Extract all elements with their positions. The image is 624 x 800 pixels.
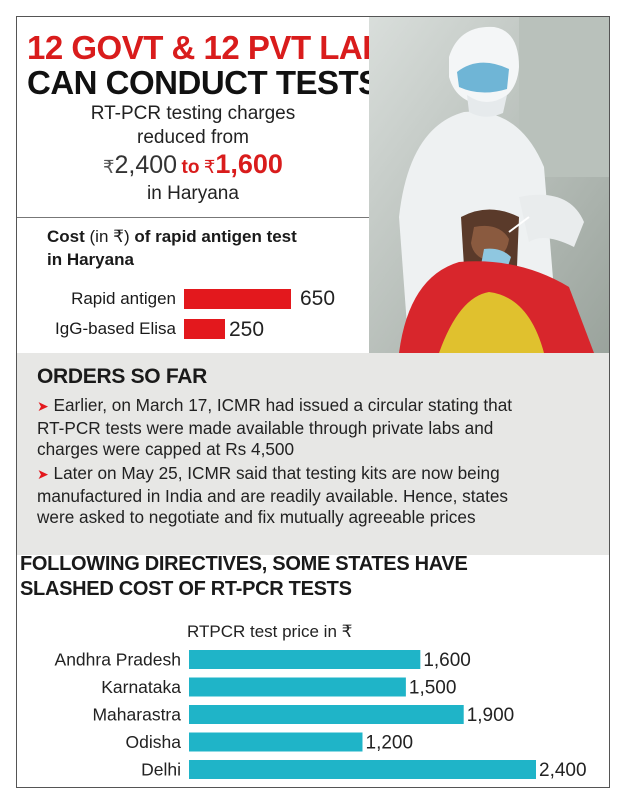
price-change: ₹2,400 to ₹1,600 bbox=[17, 149, 369, 180]
infographic-frame: 12 GOVT & 12 PVT LABS CAN CONDUCT TESTS … bbox=[16, 16, 610, 788]
top-section: 12 GOVT & 12 PVT LABS CAN CONDUCT TESTS … bbox=[17, 17, 609, 353]
section-divider bbox=[17, 217, 369, 218]
bullet-may-line3: were asked to negotiate and fix mutually… bbox=[37, 507, 476, 527]
bullet-may: ➤ Later on May 25, ICMR said that testin… bbox=[37, 463, 597, 529]
bullet-may-line1: Later on May 25, ICMR said that testing … bbox=[53, 463, 500, 483]
photo-illustration bbox=[369, 17, 609, 353]
states-title-line2: SLASHED COST OF RT-PCR TESTS bbox=[20, 578, 352, 600]
subhead-line4: in Haryana bbox=[147, 183, 239, 204]
antigen-label: Rapid antigen bbox=[71, 289, 176, 308]
rupee-symbol: ₹ bbox=[103, 157, 115, 177]
antigen-title-bold: Cost bbox=[47, 227, 85, 246]
antigen-title-unit: (in ₹) bbox=[89, 227, 130, 246]
antigen-value: 650 bbox=[300, 287, 336, 310]
health-worker-photo bbox=[369, 17, 609, 353]
old-price: 2,400 bbox=[114, 151, 178, 179]
headline-line2: CAN CONDUCT TESTS bbox=[27, 64, 380, 101]
orders-panel: ORDERS SO FAR ➤ Earlier, on March 17, IC… bbox=[17, 353, 609, 555]
bullet-may-line2: manufactured in India and are readily av… bbox=[37, 485, 509, 506]
elisa-bar bbox=[184, 319, 225, 339]
subhead-line1: RT-PCR testing charges bbox=[90, 103, 296, 124]
antigen-bar bbox=[184, 289, 291, 309]
antigen-title: Cost (in ₹) of rapid antigen test in Har… bbox=[47, 225, 367, 271]
elisa-value: 250 bbox=[229, 318, 265, 341]
states-title-line1: FOLLOWING DIRECTIVES, SOME STATES HAVE bbox=[20, 553, 468, 575]
antigen-title-line2: in Haryana bbox=[47, 250, 134, 269]
antigen-title-rest: of rapid antigen test bbox=[134, 227, 297, 246]
headline-line1: 12 GOVT & 12 PVT LABS bbox=[27, 29, 408, 66]
elisa-label: IgG-based Elisa bbox=[55, 319, 176, 338]
states-title: FOLLOWING DIRECTIVES, SOME STATES HAVE S… bbox=[20, 552, 468, 602]
rupee-symbol: ₹ bbox=[203, 157, 216, 177]
new-price: 1,600 bbox=[215, 149, 283, 179]
bullet-march: ➤ Earlier, on March 17, ICMR had issued … bbox=[37, 395, 597, 461]
bullet-arrow-icon: ➤ bbox=[37, 398, 49, 414]
orders-title: ORDERS SO FAR bbox=[37, 365, 207, 388]
bullet-march-line3: charges were capped at Rs 4,500 bbox=[37, 439, 295, 459]
bullet-arrow-icon: ➤ bbox=[37, 466, 49, 482]
subhead-line2: reduced from bbox=[137, 127, 249, 148]
to-word: to bbox=[181, 157, 200, 178]
bullet-march-line2: RT-PCR tests were made available through… bbox=[37, 417, 494, 438]
bullet-march-line1: Earlier, on March 17, ICMR had issued a … bbox=[53, 395, 513, 415]
haryana-panel: 12 GOVT & 12 PVT LABS CAN CONDUCT TESTS … bbox=[17, 17, 408, 353]
